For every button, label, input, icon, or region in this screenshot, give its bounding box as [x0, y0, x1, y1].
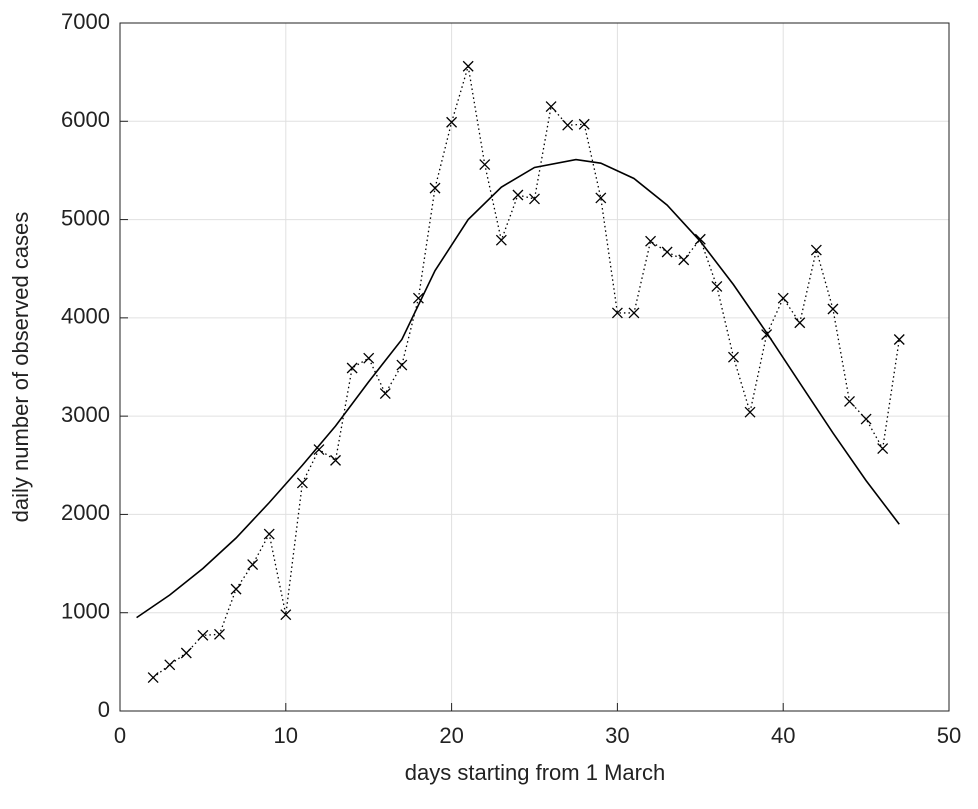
y-tick-label: 3000 [61, 402, 110, 427]
data-point [379, 388, 391, 399]
data-point [363, 352, 375, 364]
data-point [495, 234, 507, 246]
data-point [810, 244, 822, 256]
x-tick-label: 0 [114, 723, 126, 748]
data-point [230, 583, 242, 595]
data-point [512, 189, 524, 201]
data-point [844, 395, 855, 407]
data-point [412, 292, 424, 304]
y-tick-label: 4000 [61, 304, 110, 329]
y-tick-label: 2000 [61, 500, 110, 525]
data-point [611, 307, 623, 319]
data-point [180, 647, 192, 659]
plot-frame [119, 22, 950, 712]
data-point [330, 454, 341, 466]
x-tick-label: 40 [771, 723, 795, 748]
x-tick-label: 20 [439, 723, 463, 748]
y-tick-label: 5000 [61, 205, 110, 230]
data-point [860, 413, 872, 425]
data-point [197, 629, 209, 641]
data-point [462, 60, 474, 72]
data-point [147, 672, 159, 684]
data-point [545, 101, 557, 113]
data-point [164, 659, 176, 671]
data-point [827, 303, 839, 315]
data-point [214, 628, 225, 640]
data-point [280, 609, 292, 621]
y-tick-label: 7000 [61, 9, 110, 34]
series-line [152, 66, 900, 679]
data-point [529, 193, 540, 205]
data-point [429, 182, 441, 194]
data-point [678, 254, 690, 266]
x-tick-label: 10 [274, 723, 298, 748]
y-tick-label: 6000 [61, 107, 110, 132]
y-tick-label: 0 [98, 697, 110, 722]
x-axis-label: days starting from 1 March [405, 760, 665, 785]
series-line [136, 158, 900, 619]
data-point [661, 246, 673, 258]
data-point [711, 280, 723, 292]
data-point [794, 317, 806, 329]
data-point [893, 334, 905, 345]
data-point [296, 477, 308, 489]
data-point [777, 292, 789, 304]
data-point [744, 406, 756, 418]
data-point [396, 359, 408, 371]
y-axis-label: daily number of observed cases [8, 212, 33, 523]
x-tick-label: 30 [605, 723, 629, 748]
data-point [313, 444, 325, 456]
data-point [562, 119, 574, 131]
data-point [247, 559, 259, 571]
data-point [263, 528, 275, 540]
data-point [877, 443, 889, 455]
data-point [645, 235, 657, 247]
x-tick-label: 50 [937, 723, 961, 748]
data-point [479, 159, 491, 170]
data-point [728, 351, 739, 363]
data-point [595, 192, 607, 204]
data-point [446, 116, 458, 128]
data-point [694, 233, 706, 245]
data-point [346, 362, 358, 374]
data-point [628, 307, 640, 319]
y-tick-label: 1000 [61, 599, 110, 624]
data-point [578, 118, 590, 130]
